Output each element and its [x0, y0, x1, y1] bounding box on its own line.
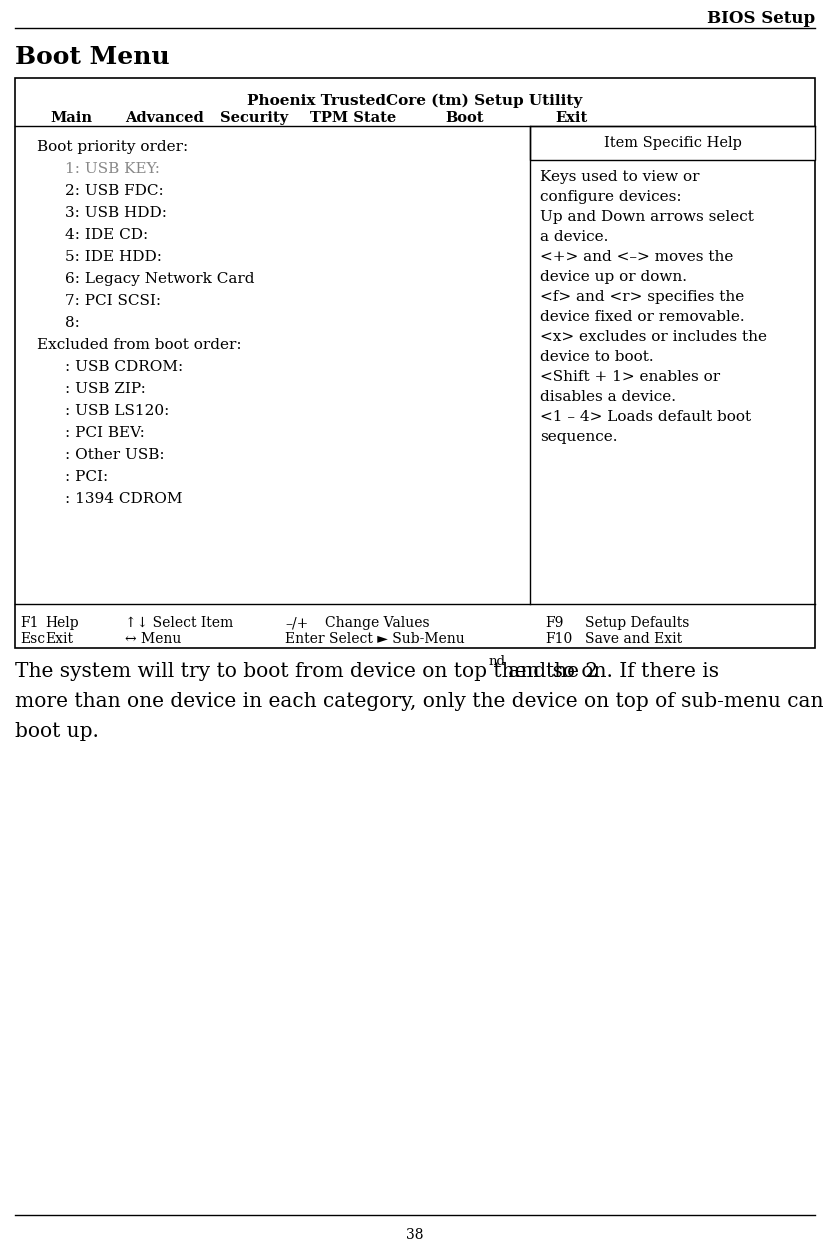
Text: Main: Main: [50, 111, 92, 125]
Text: disables a device.: disables a device.: [540, 390, 676, 403]
Text: ↔ Menu: ↔ Menu: [125, 632, 182, 646]
Text: <+> and <–> moves the: <+> and <–> moves the: [540, 250, 734, 264]
Text: Keys used to view or: Keys used to view or: [540, 170, 700, 184]
Text: boot up.: boot up.: [15, 722, 99, 741]
Text: <1 – 4> Loads default boot: <1 – 4> Loads default boot: [540, 410, 751, 423]
Text: Excluded from boot order:: Excluded from boot order:: [37, 338, 242, 352]
Text: <Shift + 1> enables or: <Shift + 1> enables or: [540, 370, 720, 383]
Text: 38: 38: [406, 1228, 424, 1242]
Text: F1: F1: [20, 616, 38, 629]
Text: 4: IDE CD:: 4: IDE CD:: [65, 229, 149, 242]
Text: Phoenix TrustedCore (tm) Setup Utility: Phoenix TrustedCore (tm) Setup Utility: [247, 94, 583, 109]
Text: Security: Security: [220, 111, 288, 125]
Text: Change Values: Change Values: [325, 616, 430, 629]
Text: Up and Down arrows select: Up and Down arrows select: [540, 210, 754, 224]
Text: <f> and <r> specifies the: <f> and <r> specifies the: [540, 290, 745, 304]
Bar: [15, 77, 815, 648]
Bar: [530, 126, 815, 160]
Text: 8:: 8:: [65, 316, 80, 330]
Text: Save and Exit: Save and Exit: [585, 632, 682, 646]
Text: ↑↓ Select Item: ↑↓ Select Item: [125, 616, 233, 629]
Text: device to boot.: device to boot.: [540, 350, 654, 363]
Text: 2: USB FDC:: 2: USB FDC:: [65, 184, 164, 199]
Text: Esc: Esc: [20, 632, 45, 646]
Text: Enter Select ► Sub-Menu: Enter Select ► Sub-Menu: [285, 632, 465, 646]
Text: Boot priority order:: Boot priority order:: [37, 140, 188, 154]
Text: device fixed or removable.: device fixed or removable.: [540, 310, 745, 323]
Text: Setup Defaults: Setup Defaults: [585, 616, 690, 629]
Text: 7: PCI SCSI:: 7: PCI SCSI:: [65, 294, 161, 309]
Text: TPM State: TPM State: [310, 111, 396, 125]
Text: 6: Legacy Network Card: 6: Legacy Network Card: [65, 272, 255, 286]
Text: <x> excludes or includes the: <x> excludes or includes the: [540, 330, 767, 343]
Text: : USB ZIP:: : USB ZIP:: [65, 382, 146, 396]
Text: Item Specific Help: Item Specific Help: [603, 136, 741, 150]
Text: : PCI BEV:: : PCI BEV:: [65, 426, 145, 440]
Text: BIOS Setup: BIOS Setup: [707, 10, 815, 27]
Text: device up or down.: device up or down.: [540, 270, 687, 284]
Text: –/+: –/+: [285, 616, 308, 629]
Text: : PCI:: : PCI:: [65, 470, 108, 485]
Text: Help: Help: [45, 616, 79, 629]
Text: and so on. If there is: and so on. If there is: [502, 662, 719, 681]
Text: Boot Menu: Boot Menu: [15, 45, 169, 69]
Text: : Other USB:: : Other USB:: [65, 448, 164, 462]
Text: sequence.: sequence.: [540, 430, 618, 443]
Text: The system will try to boot from device on top then the 2: The system will try to boot from device …: [15, 662, 598, 681]
Text: : USB LS120:: : USB LS120:: [65, 403, 169, 418]
Text: F9: F9: [545, 616, 564, 629]
Text: : USB CDROM:: : USB CDROM:: [65, 360, 183, 373]
Text: 3: USB HDD:: 3: USB HDD:: [65, 206, 167, 220]
Text: configure devices:: configure devices:: [540, 190, 681, 204]
Text: : 1394 CDROM: : 1394 CDROM: [65, 492, 183, 506]
Text: Exit: Exit: [45, 632, 73, 646]
Text: Exit: Exit: [555, 111, 588, 125]
Text: Advanced: Advanced: [125, 111, 203, 125]
Text: 1: USB KEY:: 1: USB KEY:: [65, 162, 160, 176]
Text: nd: nd: [488, 654, 505, 668]
Text: 5: IDE HDD:: 5: IDE HDD:: [65, 250, 162, 264]
Text: F10: F10: [545, 632, 572, 646]
Text: Boot: Boot: [445, 111, 484, 125]
Text: more than one device in each category, only the device on top of sub-menu can: more than one device in each category, o…: [15, 692, 823, 711]
Text: a device.: a device.: [540, 230, 608, 244]
